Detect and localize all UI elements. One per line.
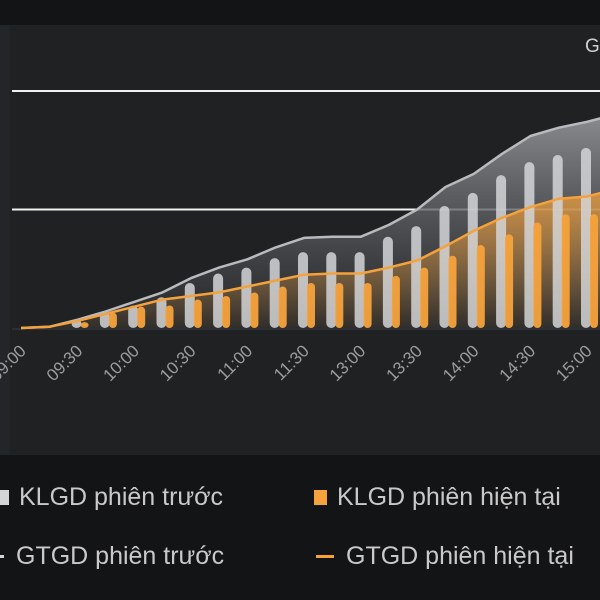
legend-label: KLGD phiên trước [19, 482, 224, 511]
legend-swatch-orange-line-icon [316, 554, 334, 558]
right-axis-title: G [585, 36, 600, 57]
legend-swatch-orange-square-icon [314, 489, 327, 505]
x-tick-label: 13:30 [383, 341, 427, 385]
legend-item-prev-value[interactable]: GTGD phiên trước [0, 539, 224, 573]
prev-volume-bar [241, 267, 252, 328]
x-tick-label: 09:00 [0, 341, 30, 385]
current-volume-bar [335, 282, 344, 328]
current-volume-bar [448, 255, 457, 328]
x-tick-label: 10:30 [156, 341, 200, 385]
x-tick-label: 14:00 [439, 341, 483, 385]
prev-volume-bar [354, 252, 365, 328]
prev-volume-bar [552, 154, 563, 328]
legend-item-current-value[interactable]: GTGD phiên hiện tại [316, 539, 574, 573]
prev-volume-bar [184, 282, 195, 328]
current-volume-bar [307, 282, 315, 328]
prev-volume-bar [382, 236, 393, 328]
legend-label: KLGD phiên hiện tại [337, 482, 561, 511]
x-tick-label: 13:00 [326, 341, 370, 385]
prev-volume-bar [156, 297, 167, 328]
prev-volume-bar [524, 162, 535, 328]
current-volume-bar [193, 299, 202, 328]
prev-volume-bar [298, 252, 308, 328]
prev-volume-bar [411, 226, 422, 328]
legend-row-2: GTGD phiên trước GTGD phiên hiện tại [0, 539, 600, 573]
current-volume-bar [278, 286, 287, 328]
current-volume-bar [476, 245, 485, 328]
legend-swatch-gray-line-icon [0, 554, 4, 558]
current-volume-bar [137, 306, 146, 328]
prev-volume-bar [467, 192, 478, 328]
legend-label: GTGD phiên trước [16, 541, 225, 570]
current-volume-bar [108, 312, 117, 328]
x-tick-label: 15:00 [552, 341, 596, 385]
prev-volume-bar [99, 312, 110, 328]
current-volume-bar [222, 296, 231, 328]
x-tick-label: 11:00 [214, 341, 257, 384]
legend-swatch-gray-square-icon [0, 489, 9, 505]
x-tick-label: 14:30 [496, 341, 540, 385]
legend-row-1: KLGD phiên trước KLGD phiên hiện tại [0, 480, 600, 514]
current-volume-bar [533, 222, 542, 328]
prev-volume-bar [269, 258, 280, 328]
prev-value-line [20, 117, 600, 330]
legend-label: GTGD phiên hiện tại [346, 541, 574, 570]
current-volume-bar [80, 322, 89, 328]
current-volume-bar [590, 214, 598, 328]
prev-volume-bar [128, 305, 139, 328]
current-volume-bar [165, 305, 174, 328]
prev-volume-bar [439, 205, 450, 328]
prev-volume-bar [326, 252, 337, 328]
legend-item-current-volume[interactable]: KLGD phiên hiện tại [314, 480, 561, 514]
current-volume-bar [391, 275, 400, 328]
current-volume-bar [505, 234, 514, 328]
x-tick-label: 09:30 [43, 341, 87, 385]
prev-volume-bar [496, 175, 507, 328]
prev-volume-bar [213, 273, 224, 328]
panel-edge [0, 25, 10, 455]
current-volume-bar [420, 267, 429, 328]
x-tick-label: 11:30 [270, 341, 313, 384]
current-volume-bar [561, 214, 570, 328]
prev-volume-bar [581, 147, 591, 328]
current-volume-bar [363, 282, 372, 328]
x-tick-label: 10:00 [100, 341, 144, 385]
current-volume-bar [250, 292, 259, 328]
legend-item-prev-volume[interactable]: KLGD phiên trước [0, 480, 223, 514]
current-value-line [20, 191, 600, 330]
